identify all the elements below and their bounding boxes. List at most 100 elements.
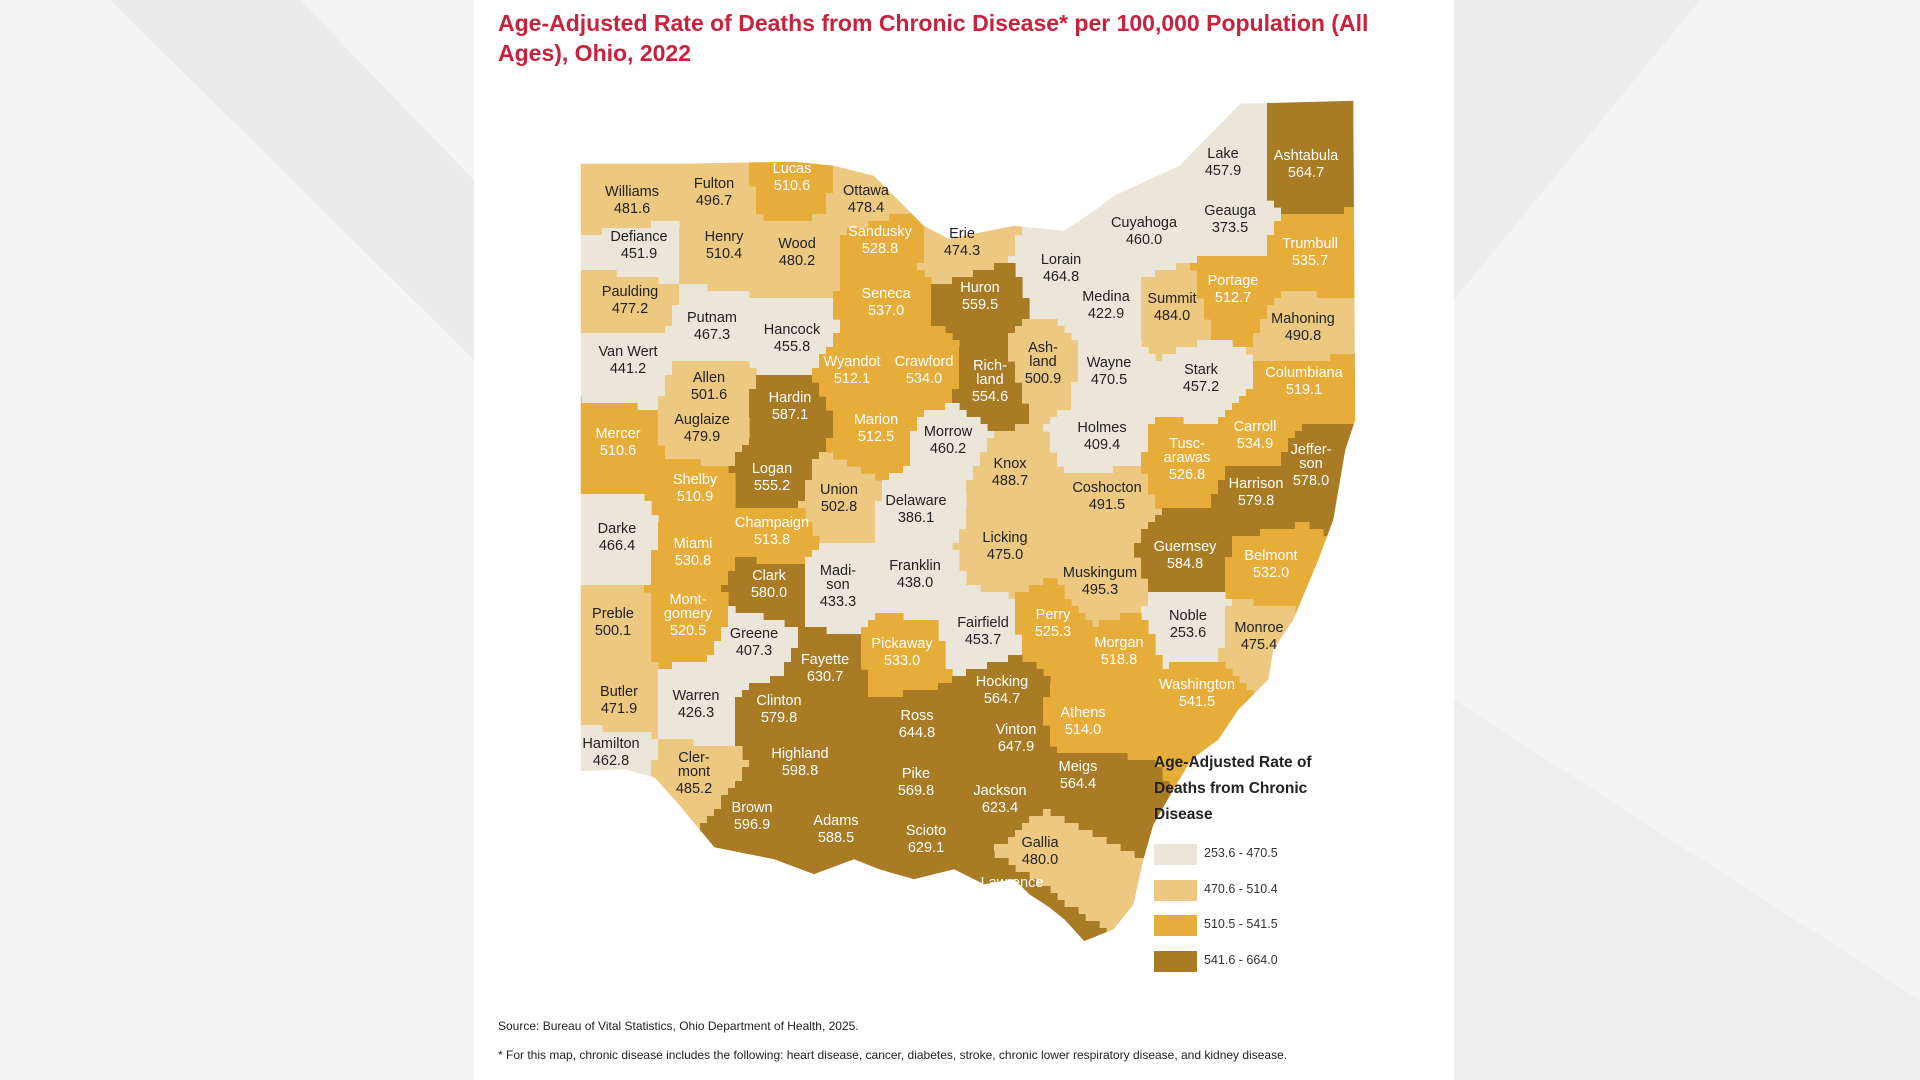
county-value: 526.8 — [1169, 467, 1205, 483]
county-value: 623.4 — [982, 800, 1018, 816]
county-name: Marion — [854, 412, 898, 428]
county-carroll — [1211, 389, 1296, 467]
county-value: 519.1 — [1286, 382, 1322, 398]
county-butler — [580, 662, 659, 740]
county-value: 457.9 — [1205, 163, 1241, 179]
county-value: 512.5 — [858, 429, 894, 445]
county-sandusky — [840, 207, 925, 278]
county-name: Union — [820, 482, 858, 498]
county-name: Brown — [731, 800, 772, 816]
county-shape — [938, 585, 1023, 677]
county-shape — [784, 627, 869, 733]
county-mahoning — [1246, 291, 1356, 362]
county-shape — [580, 396, 666, 495]
county-name: Madi- — [820, 563, 856, 579]
county-allen — [658, 361, 757, 418]
county-value: 580.0 — [751, 585, 787, 601]
legend-swatch — [1154, 844, 1197, 865]
county-name: Knox — [993, 456, 1027, 472]
county-name: mont — [678, 764, 710, 780]
county-shape — [665, 284, 757, 362]
county-shape — [805, 543, 883, 635]
county-value: 578.0 — [1293, 473, 1329, 489]
county-mont-gomery — [644, 585, 729, 670]
county-name: Defiance — [610, 229, 667, 245]
county-value: 513.8 — [754, 532, 790, 548]
county-value: 471.9 — [601, 701, 637, 717]
legend-label: 470.6 - 510.4 — [1204, 882, 1278, 896]
county-name: Miami — [674, 536, 713, 552]
county-value: 647.9 — [998, 739, 1034, 755]
county-value: 466.4 — [599, 538, 635, 554]
county-crawford — [889, 326, 960, 418]
county-vinton — [966, 711, 1058, 782]
county-shape — [1141, 592, 1233, 670]
county-name: Hancock — [764, 322, 821, 338]
county-name: Gallia — [1021, 835, 1059, 851]
county-shape — [840, 207, 925, 278]
county-name: Ash- — [1028, 340, 1058, 356]
county-name: Cuyahoga — [1111, 215, 1178, 231]
county-logan — [728, 438, 820, 509]
county-name: Clinton — [756, 693, 801, 709]
legend-title: Age-Adjusted Rate of Deaths from Chronic… — [1154, 754, 1312, 823]
county-shape — [1141, 263, 1212, 362]
county-name: land — [976, 372, 1003, 388]
county-mercer — [580, 396, 666, 495]
county-name: Mahoning — [1271, 311, 1335, 327]
county-name: Jackson — [973, 783, 1026, 799]
county-value: 453.7 — [965, 632, 1001, 648]
county-value: 510.6 — [600, 443, 636, 459]
county-name: Hardin — [769, 390, 812, 406]
county-value: 386.1 — [898, 510, 934, 526]
county-name: Sandusky — [848, 224, 912, 240]
county-name: Auglaize — [674, 412, 730, 428]
county-value: 409.4 — [1084, 437, 1120, 453]
county-value: 555.2 — [754, 478, 790, 494]
county-value: 464.8 — [1043, 269, 1079, 285]
county-name: gomery — [664, 606, 713, 622]
county-value: 490.8 — [1285, 328, 1321, 344]
county-value: 484.0 — [1154, 308, 1190, 324]
county-huron — [931, 263, 1030, 348]
county-wood — [756, 214, 841, 299]
county-value: 514.0 — [1065, 722, 1101, 738]
footnote: * For this map, chronic disease includes… — [498, 1048, 1288, 1062]
county-delaware — [875, 466, 967, 544]
county-shape — [728, 508, 820, 565]
county-value: 373.5 — [1212, 220, 1248, 236]
county-value: 451.9 — [621, 246, 657, 262]
county-name: Ottawa — [843, 183, 890, 199]
county-name: Wayne — [1087, 355, 1132, 371]
county-shape — [952, 655, 1051, 733]
county-morgan — [1071, 613, 1163, 712]
county-shape — [1071, 340, 1156, 411]
